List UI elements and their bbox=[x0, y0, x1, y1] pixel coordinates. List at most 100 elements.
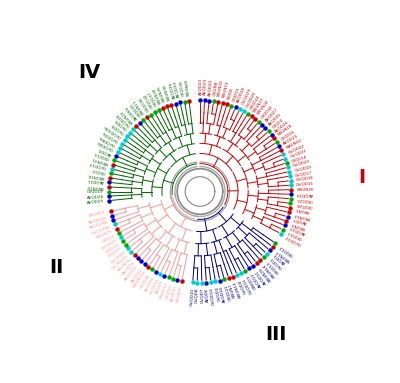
Text: ClIQD36: ClIQD36 bbox=[179, 80, 186, 97]
Text: AtIQD19: AtIQD19 bbox=[296, 192, 313, 197]
Text: SlSUN18: SlSUN18 bbox=[277, 124, 294, 137]
Text: SlSUN69: SlSUN69 bbox=[184, 78, 190, 96]
Text: AtIQD13: AtIQD13 bbox=[289, 226, 306, 236]
Text: SlSUN12: SlSUN12 bbox=[293, 211, 311, 219]
Text: III: III bbox=[266, 325, 287, 344]
Text: ClIQD35: ClIQD35 bbox=[128, 101, 142, 117]
Text: OsIQD25: OsIQD25 bbox=[100, 237, 118, 250]
Text: OsIQD26: OsIQD26 bbox=[244, 90, 257, 108]
Text: ClIQD32: ClIQD32 bbox=[104, 242, 120, 254]
Text: SlSUN29: SlSUN29 bbox=[258, 266, 272, 282]
Text: ClIQD11: ClIQD11 bbox=[287, 230, 303, 241]
Text: OsIQD10b: OsIQD10b bbox=[102, 124, 122, 139]
Text: OsIQD28: OsIQD28 bbox=[115, 112, 131, 127]
Text: OsIQD17: OsIQD17 bbox=[294, 170, 313, 177]
Text: OsIQD19: OsIQD19 bbox=[294, 165, 312, 172]
Text: AtIQD10: AtIQD10 bbox=[170, 284, 178, 302]
Text: I: I bbox=[358, 168, 365, 187]
Text: OsIQD29: OsIQD29 bbox=[240, 88, 252, 106]
Text: ClIQD4: ClIQD4 bbox=[101, 233, 115, 243]
Text: ClNQD11: ClNQD11 bbox=[159, 281, 169, 300]
Text: AtIQD1: AtIQD1 bbox=[272, 252, 286, 264]
Text: AtIQD26: AtIQD26 bbox=[274, 119, 290, 133]
Text: OsIQD10: OsIQD10 bbox=[189, 287, 194, 306]
Text: SlSUN16: SlSUN16 bbox=[87, 172, 105, 179]
Text: AtIQD14: AtIQD14 bbox=[219, 285, 227, 303]
Text: OsIQD13: OsIQD13 bbox=[89, 161, 107, 170]
Text: SlSUN27: SlSUN27 bbox=[253, 97, 266, 113]
Text: ClIQD25: ClIQD25 bbox=[296, 197, 313, 203]
Text: OsIQD18: OsIQD18 bbox=[295, 176, 314, 182]
Text: ClIQD1: ClIQD1 bbox=[271, 117, 284, 129]
Text: OsIQD12: OsIQD12 bbox=[284, 234, 302, 246]
Text: ClIQD42: ClIQD42 bbox=[260, 104, 274, 119]
Text: SlSUN25: SlSUN25 bbox=[175, 285, 183, 304]
Text: OsIQD8: OsIQD8 bbox=[195, 288, 199, 303]
Text: AtIQD30: AtIQD30 bbox=[130, 267, 143, 283]
Text: AtIQD7: AtIQD7 bbox=[292, 216, 307, 224]
Text: ClNQD9: ClNQD9 bbox=[246, 274, 258, 290]
Text: AtIQD28: AtIQD28 bbox=[236, 86, 246, 103]
Text: ClIQD15: ClIQD15 bbox=[93, 151, 110, 160]
Text: ClIQD4b: ClIQD4b bbox=[139, 273, 151, 289]
Text: SlSUN1: SlSUN1 bbox=[294, 207, 310, 213]
Text: AtIQD15: AtIQD15 bbox=[144, 275, 156, 292]
Text: SlAUN32: SlAUN32 bbox=[285, 138, 303, 150]
Text: AtIQD6: AtIQD6 bbox=[205, 288, 210, 302]
Text: OsIQD3: OsIQD3 bbox=[214, 286, 221, 302]
Text: ClIQD14: ClIQD14 bbox=[291, 154, 308, 163]
Text: SlSUN34: SlSUN34 bbox=[152, 87, 162, 104]
Text: OsIQD24: OsIQD24 bbox=[109, 250, 126, 264]
Text: ClIQD19: ClIQD19 bbox=[87, 190, 104, 193]
Text: AtIQD3b: AtIQD3b bbox=[168, 82, 176, 99]
Text: SlSUN11: SlSUN11 bbox=[132, 98, 146, 114]
Text: ClIQD2: ClIQD2 bbox=[91, 168, 106, 174]
Text: SlSUN10: SlSUN10 bbox=[86, 184, 104, 189]
Text: SlSUN17: SlSUN17 bbox=[276, 248, 292, 262]
Text: OsIQD9: OsIQD9 bbox=[110, 122, 124, 135]
Text: OsIQD5: OsIQD5 bbox=[113, 118, 128, 131]
Text: AtIQD33: AtIQD33 bbox=[173, 80, 181, 98]
Text: AtIQD29: AtIQD29 bbox=[87, 199, 104, 205]
Text: AtIQD20: AtIQD20 bbox=[208, 79, 213, 96]
Text: ClIQD24: ClIQD24 bbox=[249, 94, 261, 110]
Text: ClIQD12: ClIQD12 bbox=[278, 244, 294, 257]
Text: ClIQD13: ClIQD13 bbox=[266, 259, 280, 274]
Text: OsIQD22b: OsIQD22b bbox=[111, 254, 129, 270]
Text: SlSUN22: SlSUN22 bbox=[119, 108, 134, 124]
Text: SlSUN7b: SlSUN7b bbox=[117, 257, 132, 272]
Text: OsIQD11: OsIQD11 bbox=[242, 277, 254, 294]
Text: SlSUN23: SlSUN23 bbox=[95, 229, 113, 240]
Text: ClIQD22: ClIQD22 bbox=[107, 246, 123, 259]
Text: OsIQD15: OsIQD15 bbox=[148, 277, 160, 295]
Text: SlSUN13: SlSUN13 bbox=[233, 281, 243, 298]
Text: ClIQD10: ClIQD10 bbox=[165, 283, 174, 300]
Text: SlSUN19: SlSUN19 bbox=[222, 81, 230, 99]
Text: SlSUN36: SlSUN36 bbox=[162, 83, 172, 101]
Text: AtIQD12: AtIQD12 bbox=[250, 272, 263, 288]
Text: SlSUN24: SlSUN24 bbox=[257, 100, 270, 116]
Text: OsIQD14: OsIQD14 bbox=[210, 287, 216, 305]
Text: OsIQD22: OsIQD22 bbox=[287, 143, 305, 154]
Text: AtIQD28: AtIQD28 bbox=[86, 194, 104, 199]
Text: AtIQD24: AtIQD24 bbox=[203, 78, 208, 95]
Text: AtIQD25: AtIQD25 bbox=[282, 133, 300, 146]
Text: SlQD8: SlQD8 bbox=[226, 87, 234, 100]
Text: OsIQD3b: OsIQD3b bbox=[102, 130, 119, 143]
Text: SlSUN14: SlSUN14 bbox=[262, 263, 276, 278]
Text: OsIQD7: OsIQD7 bbox=[200, 288, 204, 303]
Text: OsIQD16: OsIQD16 bbox=[296, 182, 314, 187]
Text: ClIQD38: ClIQD38 bbox=[137, 95, 150, 111]
Text: II: II bbox=[50, 258, 64, 277]
Text: SlSUN26: SlSUN26 bbox=[296, 187, 314, 192]
Text: AtIQD28b: AtIQD28b bbox=[89, 220, 109, 230]
Text: IV: IV bbox=[78, 63, 100, 82]
Text: AtIQD7b: AtIQD7b bbox=[121, 260, 136, 276]
Text: AtIQD11: AtIQD11 bbox=[254, 269, 268, 285]
Text: ClIQD28: ClIQD28 bbox=[295, 202, 312, 208]
Text: AtIQD15b: AtIQD15b bbox=[88, 215, 108, 224]
Text: SlSUN15: SlSUN15 bbox=[88, 211, 106, 218]
Text: AtIQD31b: AtIQD31b bbox=[124, 264, 140, 282]
Text: OsIQD8b: OsIQD8b bbox=[99, 135, 116, 147]
Text: AtIQD6b: AtIQD6b bbox=[124, 105, 138, 120]
